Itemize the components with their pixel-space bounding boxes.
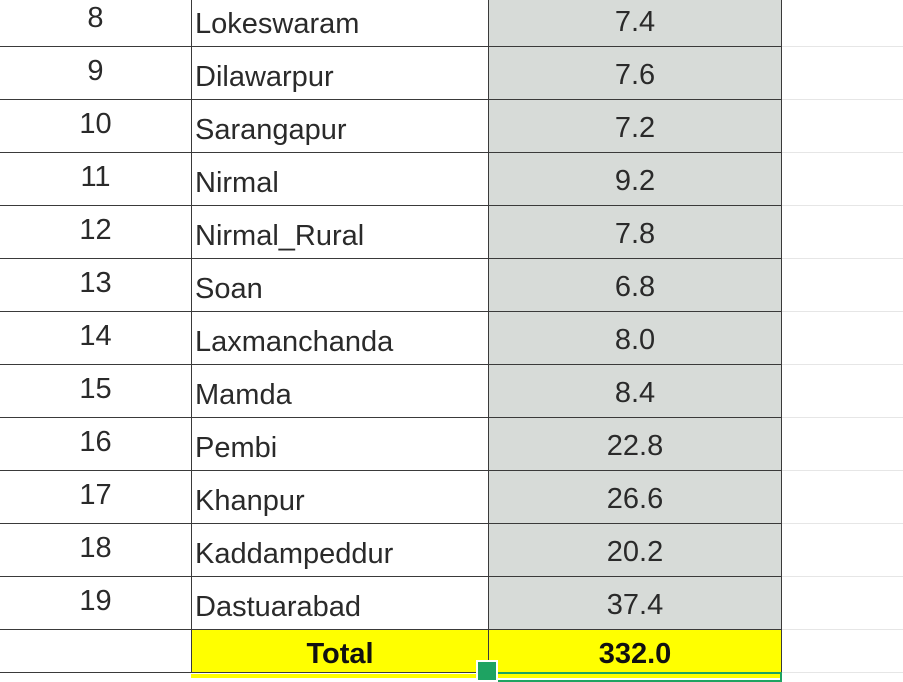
fill-handle[interactable] [476,660,498,682]
table-row: 14 Laxmanchanda 8.0 [0,312,903,365]
empty-cell[interactable] [782,471,903,524]
empty-cell[interactable] [782,630,903,673]
value-cell[interactable]: 37.4 [488,577,782,630]
row-number-cell[interactable]: 14 [0,312,191,365]
mandal-name-cell[interactable]: Mamda [191,365,488,418]
row-number-cell[interactable]: 10 [0,100,191,153]
value-cell[interactable]: 8.0 [488,312,782,365]
row-number-cell[interactable]: 13 [0,259,191,312]
empty-cell[interactable] [782,206,903,259]
row-number-cell[interactable]: 8 [0,0,191,47]
table-row: 18 Kaddampeddur 20.2 [0,524,903,577]
table-row: 9 Dilawarpur 7.6 [0,47,903,100]
empty-cell[interactable] [782,259,903,312]
mandal-name-cell[interactable]: Kaddampeddur [191,524,488,577]
table-row: 10 Sarangapur 7.2 [0,100,903,153]
row-number-cell[interactable]: 11 [0,153,191,206]
table-row: 17 Khanpur 26.6 [0,471,903,524]
value-cell[interactable]: 6.8 [488,259,782,312]
mandal-name-cell[interactable]: Khanpur [191,471,488,524]
table-row: 16 Pembi 22.8 [0,418,903,471]
total-label-cell[interactable]: Total [191,630,488,673]
table-row: 8 Lokeswaram 7.4 [0,0,903,47]
empty-cell[interactable] [782,365,903,418]
table-row: 19 Dastuarabad 37.4 [0,577,903,630]
mandal-name-cell[interactable]: Sarangapur [191,100,488,153]
value-cell[interactable]: 7.4 [488,0,782,47]
value-cell[interactable]: 7.6 [488,47,782,100]
mandal-name-cell[interactable]: Pembi [191,418,488,471]
empty-cell[interactable] [782,418,903,471]
value-cell[interactable]: 7.8 [488,206,782,259]
value-cell[interactable]: 20.2 [488,524,782,577]
row-number-cell[interactable]: 19 [0,577,191,630]
table-row: 12 Nirmal_Rural 7.8 [0,206,903,259]
empty-cell[interactable] [782,47,903,100]
empty-cell[interactable] [782,0,903,47]
row-number-cell[interactable]: 18 [0,524,191,577]
value-cell[interactable]: 22.8 [488,418,782,471]
row-number-cell[interactable]: 12 [0,206,191,259]
row-number-cell[interactable]: 15 [0,365,191,418]
value-cell[interactable]: 9.2 [488,153,782,206]
row-number-cell[interactable]: 16 [0,418,191,471]
mandal-name-cell[interactable]: Laxmanchanda [191,312,488,365]
mandal-name-cell[interactable]: Dilawarpur [191,47,488,100]
table-row: 13 Soan 6.8 [0,259,903,312]
value-cell[interactable]: 7.2 [488,100,782,153]
empty-cell[interactable] [782,577,903,630]
value-cell[interactable]: 26.6 [488,471,782,524]
empty-cell[interactable] [782,524,903,577]
table-row: 11 Nirmal 9.2 [0,153,903,206]
mandal-name-cell[interactable]: Soan [191,259,488,312]
row-number-cell[interactable]: 17 [0,471,191,524]
total-value-cell[interactable]: 332.0 [488,630,782,673]
table-row: 15 Mamda 8.4 [0,365,903,418]
total-num-cell[interactable] [0,630,191,673]
mandal-name-cell[interactable]: Dastuarabad [191,577,488,630]
empty-cell[interactable] [782,153,903,206]
mandal-name-cell[interactable]: Nirmal_Rural [191,206,488,259]
value-cell[interactable]: 8.4 [488,365,782,418]
total-row: Total 332.0 [0,630,903,678]
row-number-cell[interactable]: 9 [0,47,191,100]
empty-cell[interactable] [782,312,903,365]
mandal-name-cell[interactable]: Nirmal [191,153,488,206]
empty-cell[interactable] [782,100,903,153]
mandal-name-cell[interactable]: Lokeswaram [191,0,488,47]
